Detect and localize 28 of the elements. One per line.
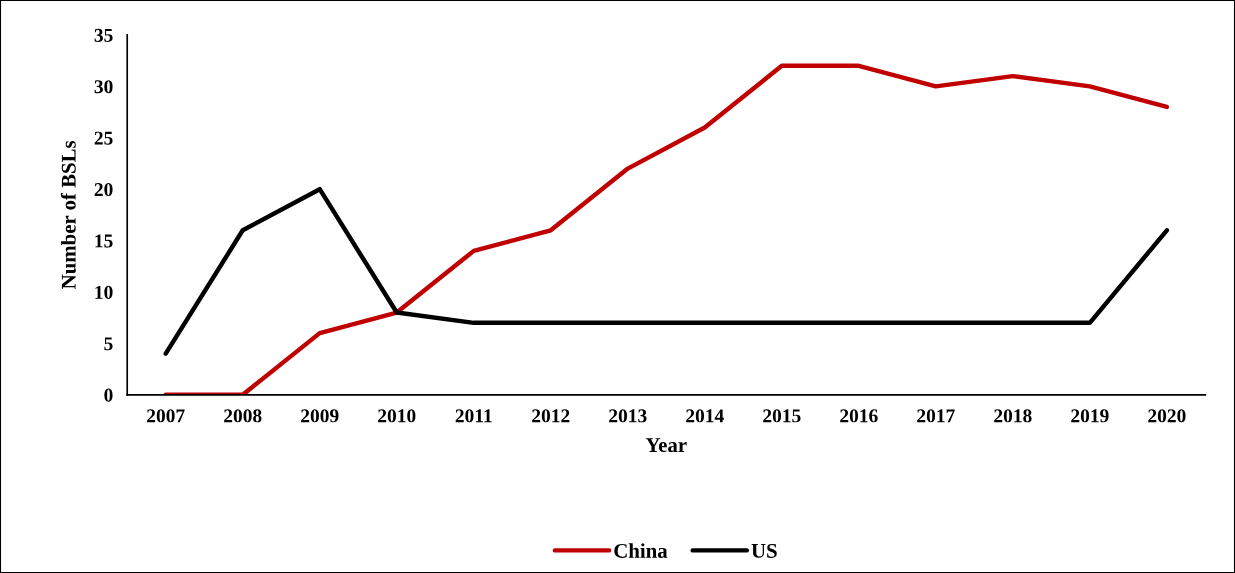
x-tick-label: 2010 bbox=[378, 409, 416, 423]
y-tick-label: 10 bbox=[95, 285, 113, 299]
legend-label: US bbox=[751, 543, 777, 558]
x-tick-label: 2016 bbox=[840, 409, 878, 423]
x-tick-label: 2020 bbox=[1148, 409, 1186, 423]
x-tick-label: 2019 bbox=[1071, 409, 1109, 423]
x-tick-label: 2017 bbox=[917, 409, 955, 423]
y-tick-label: 35 bbox=[94, 28, 113, 42]
y-tick-label: 5 bbox=[104, 337, 113, 351]
x-axis-title: Year bbox=[645, 438, 687, 453]
line-series bbox=[163, 186, 1170, 356]
x-tick-label: 2018 bbox=[994, 409, 1032, 423]
x-tick-label: 2009 bbox=[301, 409, 339, 423]
y-tick-label: 15 bbox=[95, 234, 113, 248]
x-tick-label: 2013 bbox=[609, 409, 647, 423]
y-tick-label: 20 bbox=[94, 182, 113, 197]
y-tick-label: 25 bbox=[94, 131, 113, 145]
y-tick-label: 0 bbox=[104, 388, 113, 402]
y-tick-label: 30 bbox=[94, 80, 113, 94]
legend-label: China bbox=[614, 543, 668, 558]
line-series bbox=[163, 63, 1170, 395]
x-tick-label: 2014 bbox=[686, 409, 724, 423]
x-tick-label: 2008 bbox=[224, 409, 262, 423]
y-axis-title: Number of BSLs bbox=[60, 140, 76, 289]
x-tick-label: 2012 bbox=[532, 409, 570, 423]
x-tick-label: 2015 bbox=[763, 409, 801, 423]
x-tick-label: 2011 bbox=[455, 409, 492, 423]
x-tick-label: 2007 bbox=[147, 409, 185, 423]
